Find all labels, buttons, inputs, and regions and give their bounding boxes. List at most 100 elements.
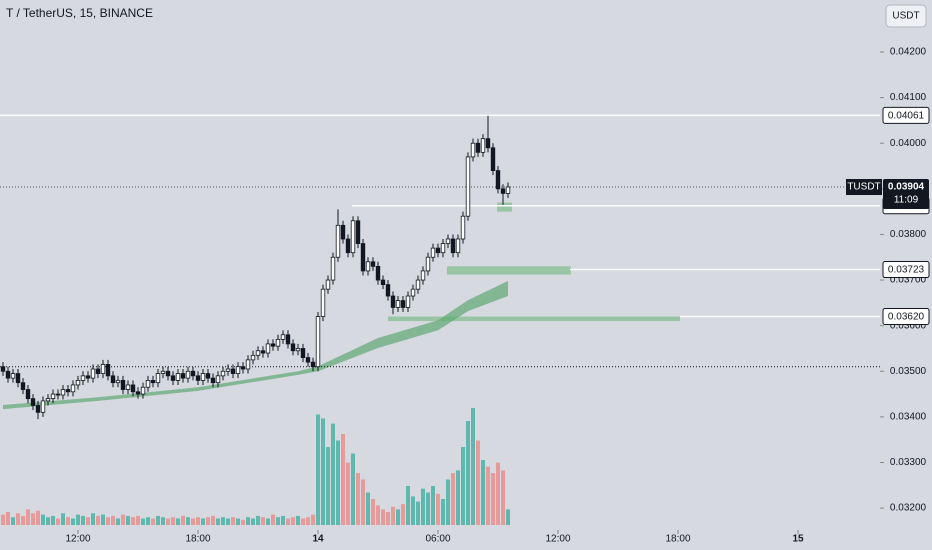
volume-bar [331,423,335,525]
candle-body [120,379,126,390]
candle-body [345,238,351,254]
candle-body [65,389,71,393]
candle-body [355,220,361,244]
volume-bar [161,517,165,525]
candle-body [165,370,171,377]
volume-bar [206,517,210,525]
candle-body [445,238,451,244]
candle-body [505,186,511,194]
volume-bar [241,519,245,525]
y-tick-label: 0.03200 [890,503,927,514]
candle-body [15,373,21,384]
volume-bar [106,517,110,525]
volume-bar [26,509,30,525]
x-tick-label: 18:00 [665,534,690,545]
volume-bar [451,473,455,525]
volume-bar [226,518,230,525]
volume-bar [376,505,380,525]
candle-body [420,270,426,281]
volume-bar [191,518,195,525]
volume-bar [366,492,370,525]
volume-bar [216,518,220,525]
volume-bar [306,517,310,525]
candle-body [175,373,181,381]
level-label: 0.04061 [888,111,925,122]
volume-bar [146,517,150,525]
candle-body [40,400,46,413]
volume-bar [446,479,450,525]
volume-bar [251,518,255,525]
volume-bar [356,473,360,525]
volume-bar [466,421,470,525]
level-label: 0.03620 [888,312,925,323]
volume-bar [381,509,385,525]
volume-bar [486,466,490,525]
candle-body [200,373,206,381]
candle-body [480,138,486,153]
volume-bar [156,515,160,525]
candle-body [275,338,281,347]
candle-body [140,386,146,395]
candle-body [185,370,191,379]
candle-body [30,398,36,406]
volume-bar [51,515,55,525]
volume-bar [36,510,40,525]
level-label-box [882,261,930,279]
candle-body [80,375,86,381]
volume-bar [141,518,145,525]
volume-bar [481,460,485,525]
y-tick-label: 0.03600 [890,320,927,331]
volume-bar [21,515,25,525]
volume-bar [401,504,405,525]
zone [388,316,680,322]
volume-bar [326,447,330,525]
candle-body [435,247,441,254]
zone [447,266,571,275]
candle-body [335,224,341,258]
volume-bar [336,440,340,525]
volume-bar [211,515,215,525]
symbol-label: TUSDT [847,182,880,193]
x-tick-label: 12:00 [545,534,570,545]
candle-body [330,256,336,281]
volume-bar [101,514,105,525]
volume-bar [56,518,60,525]
candle-body [240,366,246,370]
volume-bar [96,515,100,525]
level-label: 0.03723 [888,265,925,276]
candle-body [45,398,51,402]
candle-body [220,370,226,377]
volume-bar [171,517,175,525]
volume-bar [46,517,50,525]
volume-bar [461,447,465,525]
candle-body [85,375,91,379]
volume-bar [391,506,395,525]
volume-bar [221,517,225,525]
y-tick-label: 0.04100 [890,92,927,103]
volume-bar [166,518,170,525]
currency-button[interactable] [885,4,927,28]
candle-body [430,247,436,258]
candle-body [180,373,186,379]
volume-bar [196,517,200,525]
currency-label[interactable]: USDT [892,11,919,22]
volume-bar [231,517,235,525]
candle-body [290,343,296,352]
candle-body [230,368,236,374]
candle-body [150,379,156,384]
volume-bar [301,518,305,525]
volume-bar [311,514,315,525]
candle-body [50,393,56,400]
candle-body [225,368,231,372]
x-tick-label: 15 [792,534,804,545]
volume-bar [131,517,135,525]
volume-bar [371,499,375,525]
volume-bar [126,515,130,525]
candle-body [100,364,106,374]
candle-body [210,377,216,384]
volume-bar [16,513,20,525]
candle-body [325,279,331,290]
volume-bar [236,518,240,525]
candle-body [295,348,301,352]
